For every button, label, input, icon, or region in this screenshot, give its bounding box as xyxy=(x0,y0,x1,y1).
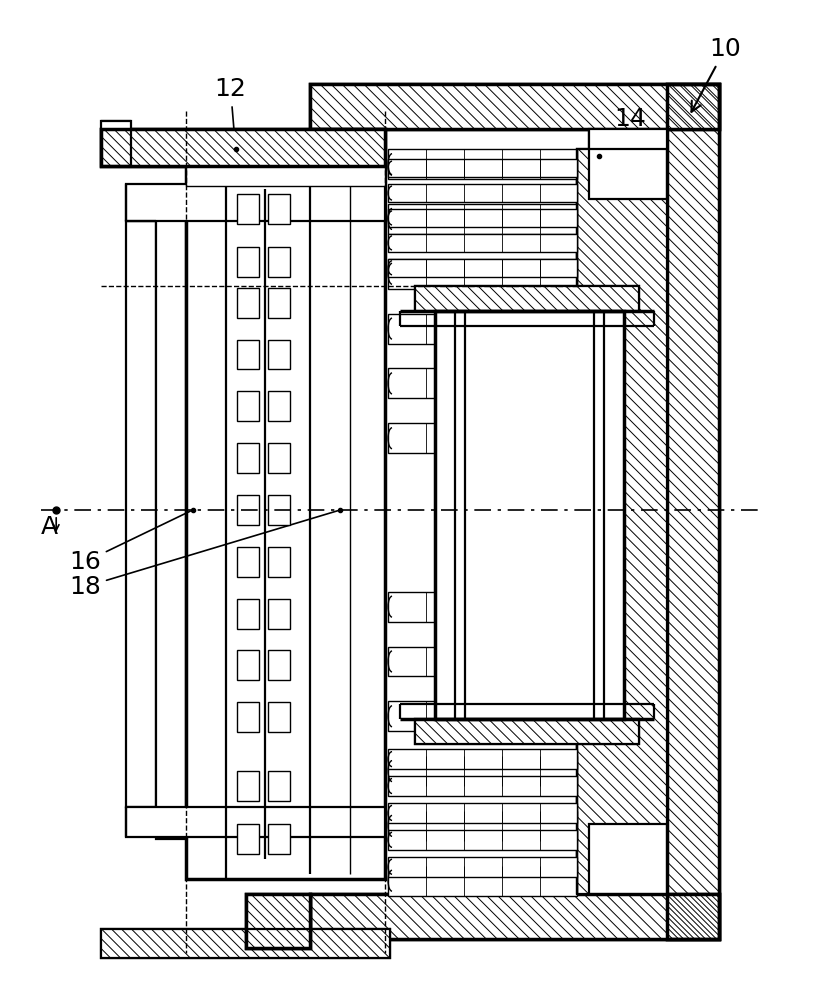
Bar xyxy=(667,84,719,939)
Bar xyxy=(310,84,719,129)
Bar xyxy=(310,84,719,129)
Bar xyxy=(388,204,577,234)
Bar xyxy=(126,184,385,221)
Bar xyxy=(435,311,624,719)
Bar xyxy=(237,599,259,629)
Bar xyxy=(388,776,577,796)
Bar xyxy=(415,719,639,744)
Bar xyxy=(237,702,259,732)
Bar xyxy=(269,391,291,421)
Bar xyxy=(310,894,719,939)
Bar xyxy=(101,129,385,166)
Bar xyxy=(269,702,291,732)
Bar xyxy=(269,247,291,277)
Bar xyxy=(101,929,390,958)
Bar xyxy=(101,121,131,166)
Bar xyxy=(388,803,577,823)
Text: A: A xyxy=(41,515,58,539)
Bar xyxy=(577,149,667,894)
Bar xyxy=(388,259,577,289)
Bar xyxy=(269,599,291,629)
Bar xyxy=(101,929,390,958)
Bar xyxy=(388,749,577,769)
Bar xyxy=(310,84,719,129)
Bar xyxy=(237,771,259,801)
Bar xyxy=(388,811,577,841)
Bar xyxy=(237,288,259,318)
Bar xyxy=(577,149,667,894)
Bar xyxy=(415,719,639,744)
Bar xyxy=(310,894,719,939)
Bar xyxy=(415,286,639,311)
Bar xyxy=(388,866,577,896)
Bar xyxy=(590,129,667,199)
Bar xyxy=(388,159,577,177)
Bar xyxy=(126,221,156,807)
Bar xyxy=(237,650,259,680)
Bar xyxy=(388,592,577,622)
Bar xyxy=(269,547,291,577)
Bar xyxy=(269,824,291,854)
Bar xyxy=(388,647,577,676)
Bar xyxy=(388,857,577,877)
Bar xyxy=(269,650,291,680)
Bar xyxy=(667,84,719,939)
Bar xyxy=(237,247,259,277)
Bar xyxy=(246,894,310,948)
Bar xyxy=(186,169,385,879)
Bar xyxy=(156,186,186,839)
Bar xyxy=(269,495,291,525)
Bar xyxy=(388,184,577,202)
Text: 12: 12 xyxy=(215,77,247,146)
Bar xyxy=(101,129,385,166)
Bar xyxy=(269,194,291,224)
Bar xyxy=(269,443,291,473)
Bar xyxy=(269,288,291,318)
Bar xyxy=(237,547,259,577)
Bar xyxy=(269,340,291,369)
Bar xyxy=(415,719,639,744)
Bar xyxy=(388,234,577,252)
Bar xyxy=(237,391,259,421)
Bar xyxy=(237,340,259,369)
Bar xyxy=(246,894,310,948)
Text: 16: 16 xyxy=(69,511,190,574)
Bar xyxy=(388,314,577,344)
Bar xyxy=(388,423,577,453)
Bar xyxy=(186,166,385,186)
Text: 18: 18 xyxy=(69,511,337,599)
Bar xyxy=(310,894,719,939)
Bar xyxy=(667,84,719,939)
Bar xyxy=(101,129,385,166)
Bar xyxy=(590,824,667,894)
Bar xyxy=(126,807,385,837)
Bar xyxy=(246,894,310,948)
Bar xyxy=(388,149,577,179)
Bar xyxy=(388,209,577,227)
Text: 10: 10 xyxy=(691,37,740,112)
Bar xyxy=(101,929,390,958)
Bar xyxy=(388,756,577,786)
Bar xyxy=(237,824,259,854)
Bar xyxy=(237,194,259,224)
Bar xyxy=(269,771,291,801)
Bar xyxy=(577,149,667,894)
Bar xyxy=(388,830,577,850)
Bar xyxy=(388,259,577,277)
Bar xyxy=(388,701,577,731)
Bar xyxy=(237,495,259,525)
Bar xyxy=(415,286,639,311)
Bar xyxy=(237,443,259,473)
Bar xyxy=(388,368,577,398)
Bar xyxy=(415,286,639,311)
Text: 14: 14 xyxy=(601,107,646,154)
